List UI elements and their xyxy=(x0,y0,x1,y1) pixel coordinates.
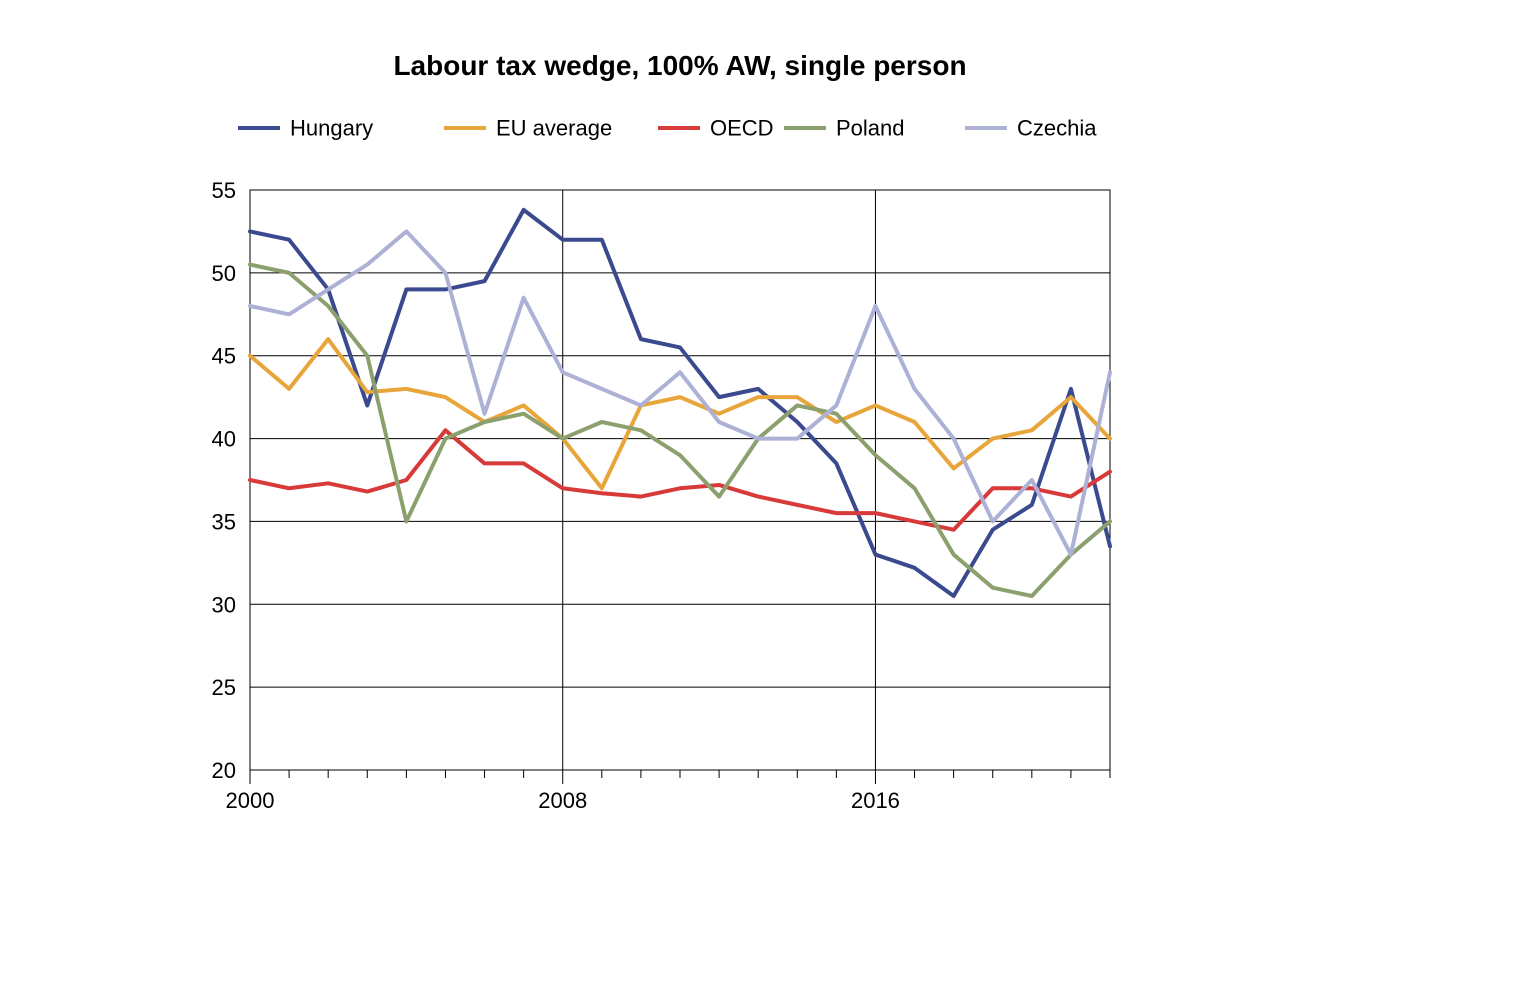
line-chart: Labour tax wedge, 100% AW, single person… xyxy=(0,0,1524,995)
x-tick-label: 2008 xyxy=(538,788,587,813)
y-tick-label: 35 xyxy=(212,509,236,534)
legend-label-pl: Poland xyxy=(836,116,905,141)
x-tick-label: 2016 xyxy=(851,788,900,813)
y-tick-label: 40 xyxy=(212,427,236,452)
legend-swatch-pl xyxy=(784,126,826,130)
legend-label-eu: EU average xyxy=(496,116,612,141)
plot-bg xyxy=(250,190,1110,770)
y-tick-label: 45 xyxy=(212,344,236,369)
y-tick-label: 50 xyxy=(212,261,236,286)
chart-container: Labour tax wedge, 100% AW, single person… xyxy=(0,0,1524,995)
legend-label-cz: Czechia xyxy=(1017,116,1097,141)
x-tick-label: 2000 xyxy=(226,788,275,813)
y-tick-label: 55 xyxy=(212,178,236,203)
y-tick-label: 25 xyxy=(212,675,236,700)
y-tick-label: 20 xyxy=(212,758,236,783)
y-tick-label: 30 xyxy=(212,592,236,617)
legend-label-oecd: OECD xyxy=(710,116,774,141)
legend-swatch-eu xyxy=(444,126,486,130)
legend-swatch-hu xyxy=(238,126,280,130)
chart-title: Labour tax wedge, 100% AW, single person xyxy=(393,50,966,81)
legend-swatch-cz xyxy=(965,126,1007,130)
legend-swatch-oecd xyxy=(658,126,700,130)
legend-label-hu: Hungary xyxy=(290,116,373,141)
